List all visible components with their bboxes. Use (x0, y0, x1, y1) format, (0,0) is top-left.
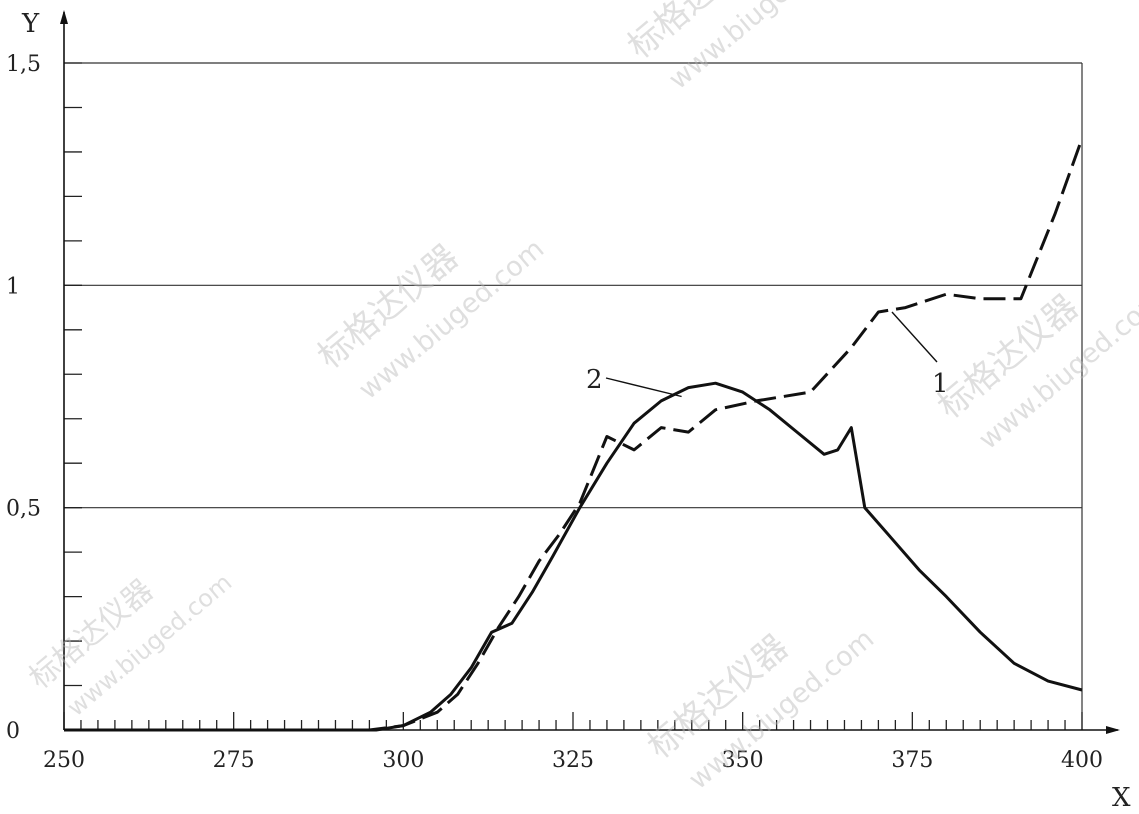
x-tick-label: 250 (43, 748, 85, 773)
x-tick-label: 325 (552, 748, 594, 773)
series-line-1 (64, 138, 1084, 732)
curve-annotations: 12 (586, 311, 949, 399)
y-axis-title: Y (21, 9, 40, 39)
x-axis-title: X (1112, 783, 1131, 813)
annotation-leader-2 (605, 377, 682, 398)
y-tick-label: 0 (6, 719, 20, 744)
x-tick-label: 275 (213, 748, 255, 773)
axis-ticks (63, 62, 1083, 731)
y-axis-arrow (60, 10, 68, 24)
series-layer (64, 138, 1084, 732)
y-tick-label: 0,5 (6, 497, 41, 522)
annotation-leader-1 (891, 311, 938, 363)
x-tick-label: 300 (382, 748, 424, 773)
y-tick-label: 1 (6, 274, 20, 299)
x-tick-label: 375 (891, 748, 933, 773)
grid-lines (64, 62, 1083, 730)
x-tick-label: 400 (1061, 748, 1103, 773)
annotation-label-2: 2 (586, 365, 603, 395)
annotation-label-1: 1 (932, 369, 949, 399)
series-line-2 (64, 381, 1083, 732)
tick-labels: 250 275 300 325 350 375 400 0 0,5 1 1,5 (6, 52, 1103, 773)
x-axis-arrow (1106, 726, 1120, 734)
x-tick-label: 350 (722, 748, 764, 773)
y-tick-label: 1,5 (6, 52, 41, 77)
